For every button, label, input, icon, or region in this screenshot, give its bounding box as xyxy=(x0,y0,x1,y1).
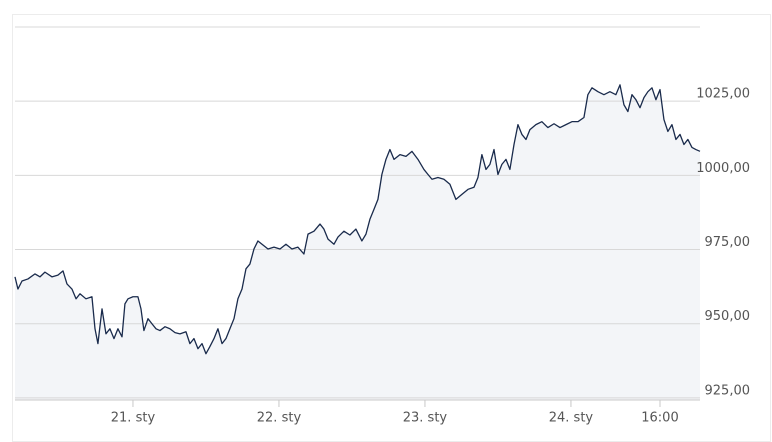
area-fill xyxy=(15,84,700,401)
y-tick-label: 1025,00 xyxy=(696,87,750,102)
x-tick-label: 21. sty xyxy=(111,411,156,426)
y-tick-label: 1000,00 xyxy=(696,161,750,176)
x-tick-label: 24. sty xyxy=(549,411,594,426)
x-tick-label: 23. sty xyxy=(403,411,448,426)
y-tick-label: 975,00 xyxy=(705,235,751,250)
x-tick-label: 22. sty xyxy=(257,411,302,426)
x-tick-label: 16:00 xyxy=(641,411,678,426)
y-tick-label: 925,00 xyxy=(705,383,751,398)
price-line xyxy=(14,84,701,355)
y-tick-label: 950,00 xyxy=(705,309,751,324)
